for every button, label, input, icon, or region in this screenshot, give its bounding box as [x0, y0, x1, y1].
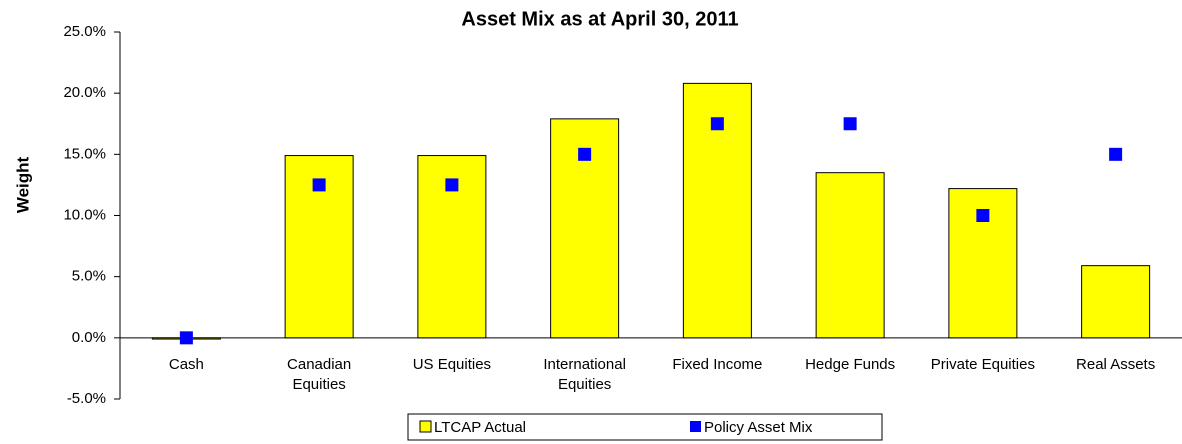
marker [710, 117, 724, 131]
chart-title: Asset Mix as at April 30, 2011 [461, 8, 738, 30]
marker [578, 147, 592, 161]
x-tick-label: Cash [169, 356, 204, 373]
legend-label: Policy Asset Mix [704, 419, 813, 436]
x-tick-label: Hedge Funds [805, 356, 895, 373]
y-tick-label: 10.0% [63, 206, 106, 223]
x-tick-label: International Equities [543, 356, 626, 393]
marker [1109, 147, 1123, 161]
legend [407, 413, 883, 441]
y-tick-label: -5.0% [67, 390, 106, 407]
marker [843, 117, 857, 131]
y-tick-label: 15.0% [63, 145, 106, 162]
marker [976, 209, 990, 222]
x-tick-label: US Equities [413, 356, 491, 373]
legend-swatch [419, 420, 432, 433]
x-tick-label: Private Equities [931, 356, 1035, 373]
y-axis-title: Weight [13, 156, 32, 213]
y-tick-label: 0.0% [72, 329, 106, 346]
x-tick-label: Canadian Equities [287, 356, 351, 393]
y-tick-label: 5.0% [72, 268, 106, 285]
marker [312, 178, 326, 192]
x-tick-label: Real Assets [1076, 356, 1155, 373]
y-tick-label: 20.0% [63, 84, 106, 101]
y-tick-label: 25.0% [63, 23, 106, 40]
legend-swatch [690, 421, 701, 432]
marker [445, 178, 459, 192]
bar [815, 172, 885, 339]
marker [179, 331, 193, 345]
bar [1081, 265, 1151, 339]
legend-label: LTCAP Actual [434, 419, 526, 436]
x-tick-label: Fixed Income [672, 356, 762, 373]
